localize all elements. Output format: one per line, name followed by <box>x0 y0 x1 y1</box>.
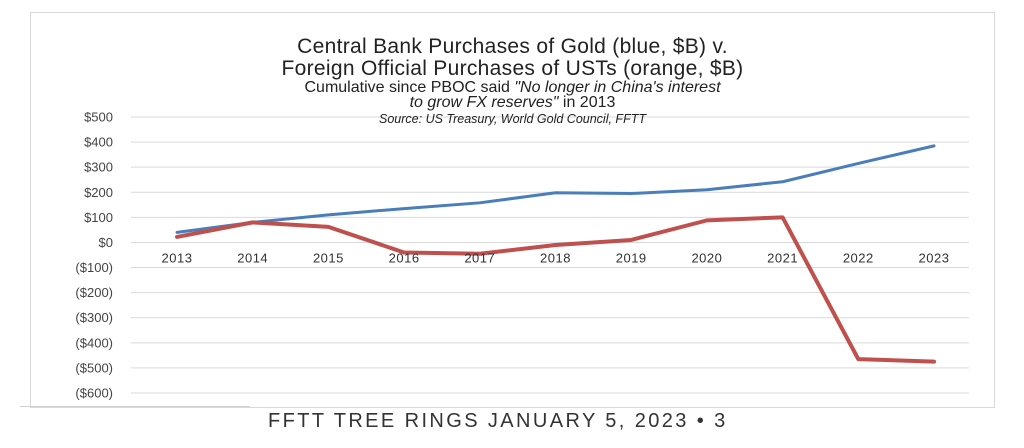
footer-divider <box>20 406 250 407</box>
x-tick-label: 2018 <box>540 250 571 265</box>
page-footer: FFTT TREE RINGS JANUARY 5, 2023 • 3 <box>268 410 728 432</box>
x-tick-label: 2017 <box>464 250 495 265</box>
x-tick-label: 2020 <box>691 250 722 265</box>
y-tick-label: ($500) <box>75 360 113 375</box>
x-tick-label: 2021 <box>767 250 798 265</box>
y-tick-label: ($400) <box>75 335 113 350</box>
subtitle-year-part: in 2013 <box>558 94 616 111</box>
y-tick-label: ($600) <box>75 386 113 401</box>
x-tick-label: 2013 <box>162 250 193 265</box>
y-tick-label: $400 <box>84 135 113 150</box>
gold-purchases-line <box>175 144 936 234</box>
y-tick-label: ($300) <box>75 310 113 325</box>
ust-purchases-line <box>175 215 936 364</box>
y-tick-label: $100 <box>84 210 113 225</box>
x-tick-label: 2014 <box>237 250 268 265</box>
subtitle-quote-part1: "No longer in China's interest <box>514 79 721 96</box>
chart-title-line1: Central Bank Purchases of Gold (blue, $B… <box>297 35 728 58</box>
y-tick-label: $300 <box>84 160 113 175</box>
x-tick-label: 2019 <box>616 250 647 265</box>
x-tick-label: 2022 <box>843 250 874 265</box>
subtitle-plain-part: Cumulative since PBOC said <box>304 79 515 96</box>
chart-subtitle-line1: Cumulative since PBOC said "No longer in… <box>31 79 994 97</box>
y-tick-label: ($200) <box>75 285 113 300</box>
chart-subtitle-line2: to grow FX reserves" in 2013 <box>31 94 994 112</box>
chart-source: Source: US Treasury, World Gold Council,… <box>379 112 646 126</box>
y-tick-label: $200 <box>84 185 113 200</box>
x-tick-label: 2023 <box>919 250 950 265</box>
x-tick-label: 2015 <box>313 250 344 265</box>
y-tick-label: ($100) <box>75 260 113 275</box>
y-tick-label: $0 <box>99 235 113 250</box>
chart-frame: $500 $400 $300 $200 $100 $0 ($100) ($200) ($300)… <box>30 12 995 408</box>
line-chart: $500 $400 $300 $200 $100 $0 ($100) ($200) ($300)… <box>75 110 969 401</box>
subtitle-quote-part2: to grow FX reserves" <box>409 94 559 111</box>
x-tick-label: 2016 <box>389 250 420 265</box>
chart-title-line2: Foreign Official Purchases of USTs (oran… <box>281 57 744 80</box>
y-tick-label: $500 <box>84 110 113 125</box>
